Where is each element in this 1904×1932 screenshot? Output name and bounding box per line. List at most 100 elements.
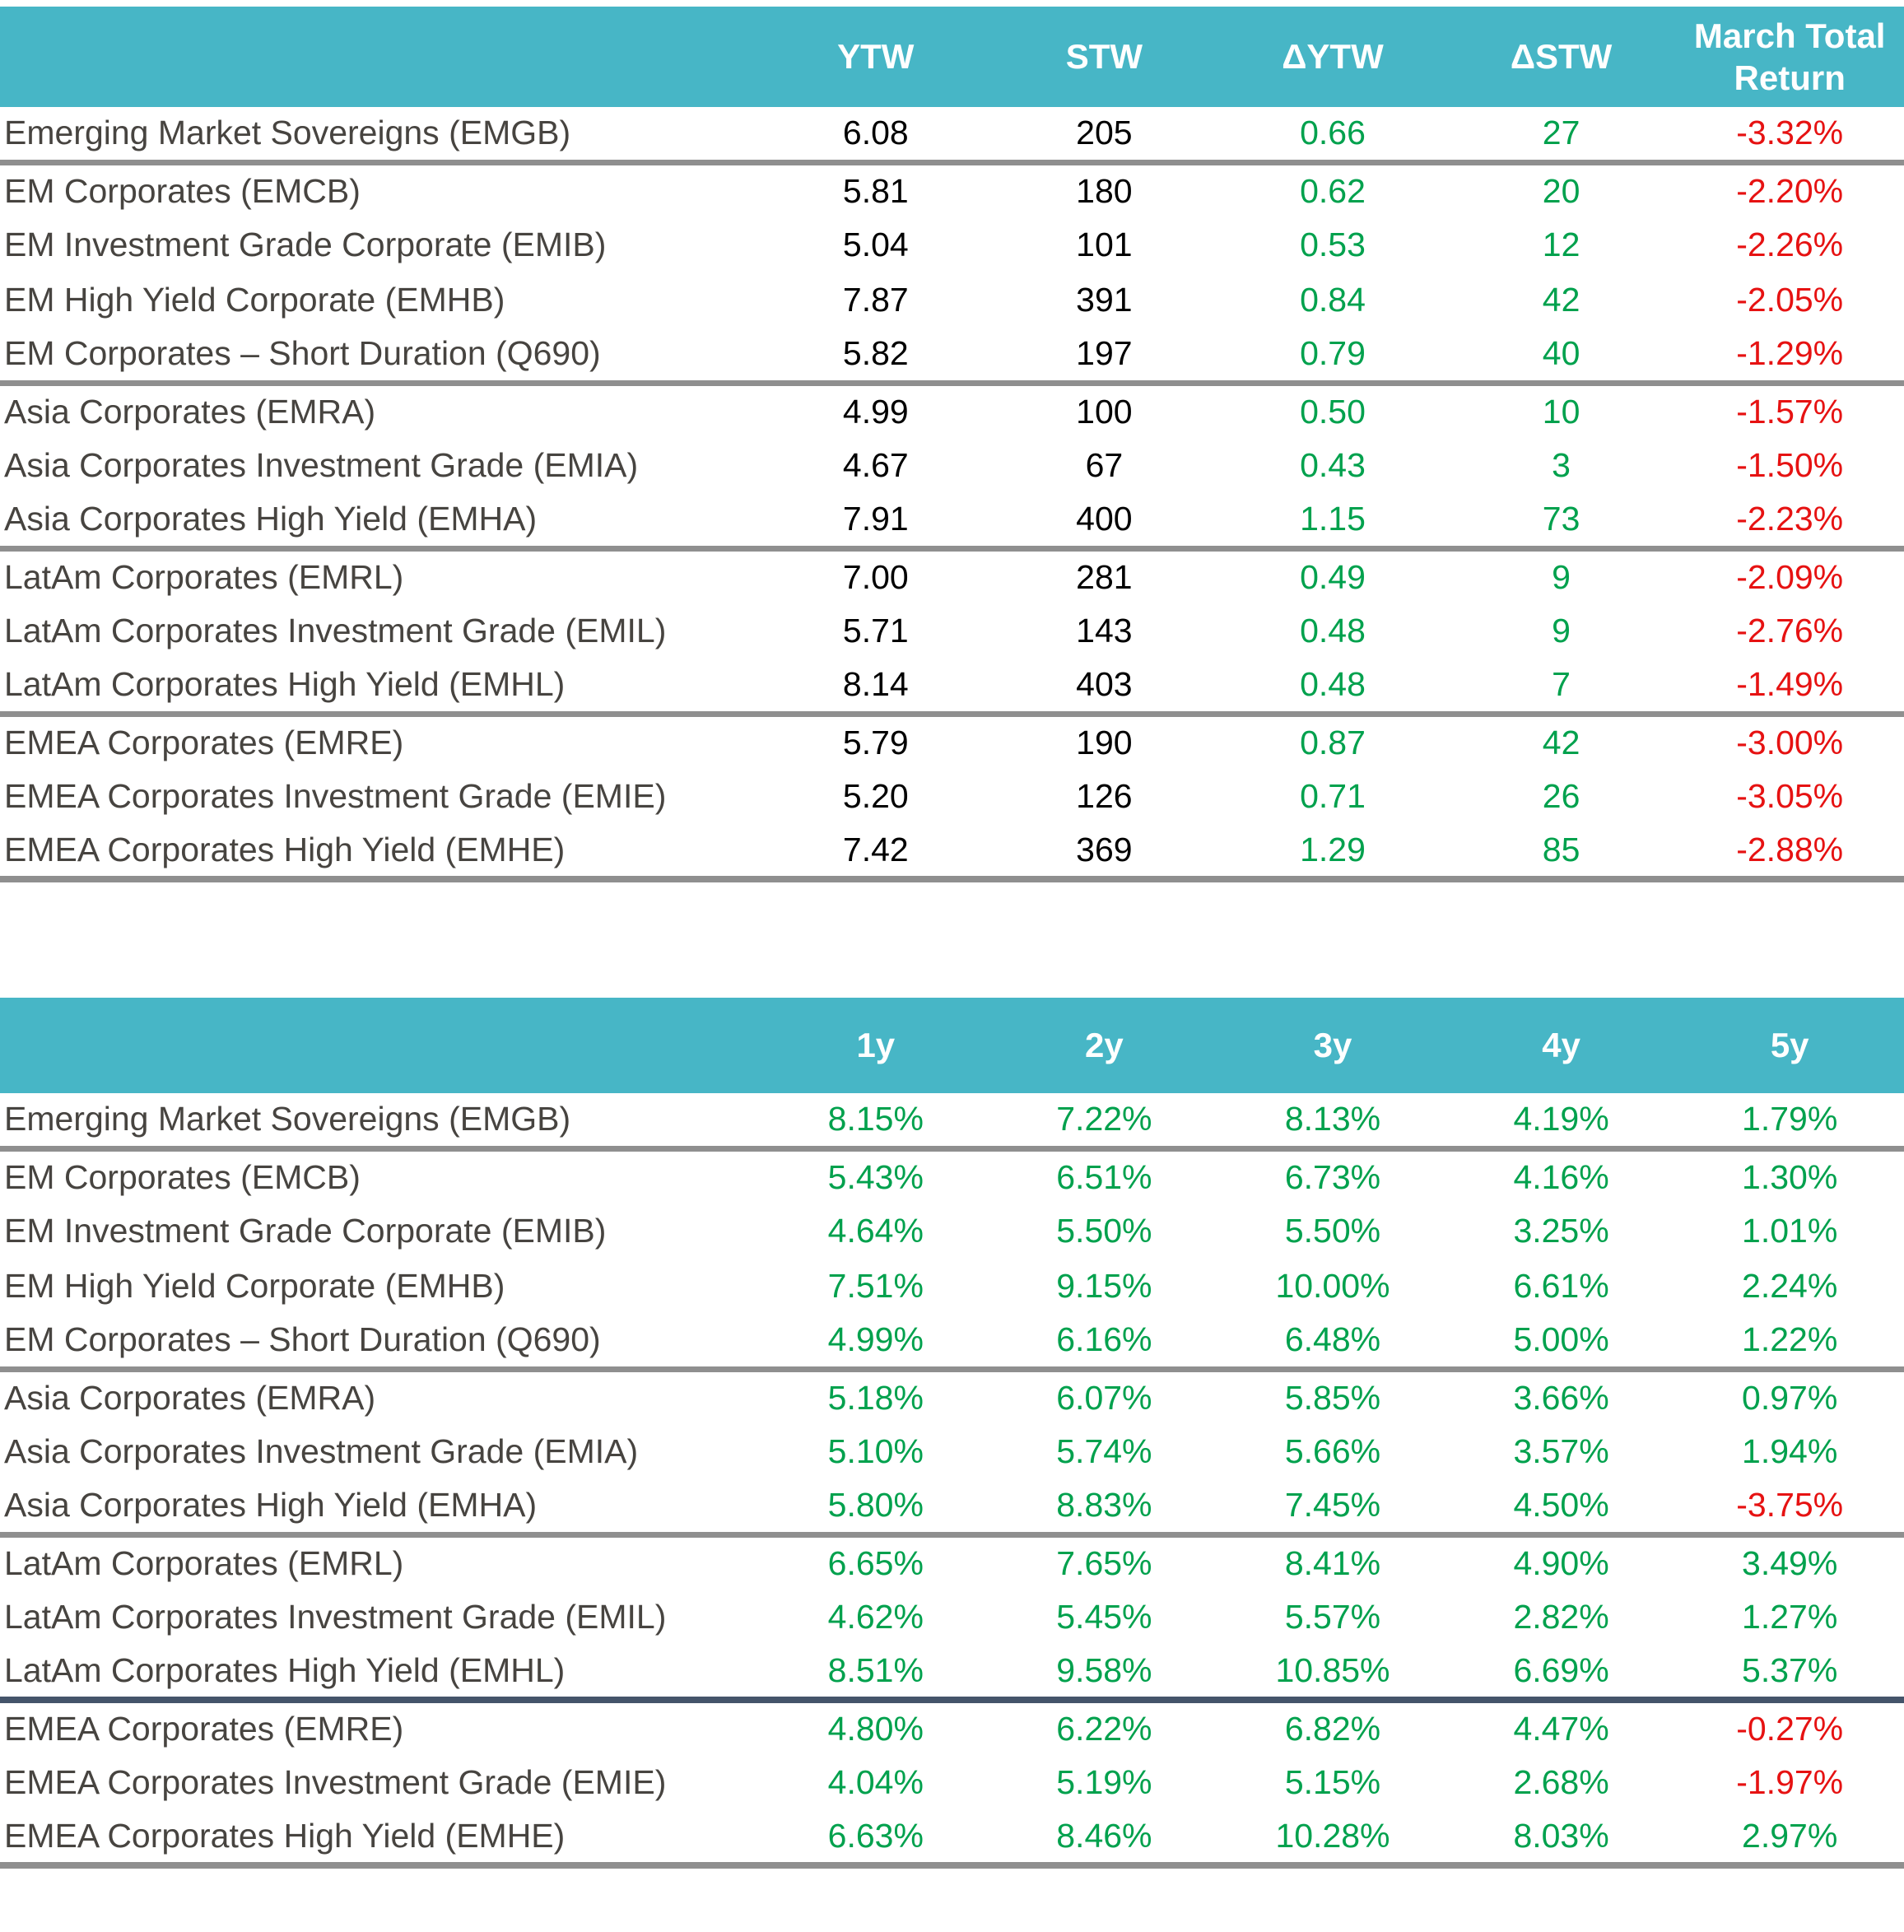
table-row: Asia Corporates High Yield (EMHA) 5.80% 8.…	[0, 1479, 1904, 1538]
value-cell: 0.50	[1300, 392, 1366, 431]
value-cell: -1.50%	[1736, 446, 1844, 484]
value-cell: 6.48%	[1218, 1314, 1447, 1372]
table-row: EMEA Corporates Investment Grade (EMIE) 4…	[0, 1755, 1904, 1810]
column-header: 4y	[1446, 998, 1676, 1093]
value-cell: 6.22%	[1056, 1710, 1152, 1748]
value-cell: 9.58%	[989, 1645, 1219, 1703]
value-cell: 190	[1076, 723, 1133, 761]
value-cell: 5.00%	[1446, 1314, 1676, 1372]
value-cell: 4.90%	[1513, 1543, 1609, 1582]
table-row: LatAm Corporates (EMRL) 6.65% 7.65% 8.41% 4.…	[0, 1534, 1904, 1590]
value-cell: 5.04	[842, 226, 909, 263]
value-cell: 2.68%	[1513, 1763, 1609, 1801]
value-cell: 10.00%	[1275, 1267, 1390, 1305]
value-cell: 5.50%	[1056, 1212, 1152, 1250]
row-label: EM High Yield Corporate (EMHB)	[4, 281, 505, 319]
row-label: EM Investment Grade Corporate (EMIB)	[4, 226, 607, 263]
value-cell: 1.15	[1218, 493, 1447, 552]
value-cell: 4.50%	[1446, 1479, 1676, 1538]
column-header: YTW	[761, 7, 990, 107]
table-row: LatAm Corporates (EMRL) 7.00 281 0.49 9 -2.09…	[0, 548, 1904, 603]
table-row: Asia Corporates Investment Grade (EMIA) 4…	[0, 438, 1904, 493]
value-cell: 391	[1076, 281, 1133, 319]
value-cell: 4.62%	[827, 1598, 924, 1636]
value-cell: 7.22%	[989, 1093, 1219, 1152]
table-row: EM High Yield Corporate (EMHB) 7.87 391 0.8…	[0, 272, 1904, 328]
value-cell: 20	[1542, 171, 1580, 210]
value-cell: 5.19%	[1056, 1763, 1152, 1801]
value-cell: 3.66%	[1513, 1378, 1609, 1417]
value-cell: 12	[1542, 226, 1580, 263]
value-cell: 6.51%	[1056, 1157, 1152, 1196]
row-label: Emerging Market Sovereigns (EMGB)	[0, 107, 761, 165]
row-label: EMEA Corporates (EMRE)	[4, 723, 404, 761]
value-cell: 0.84	[1300, 281, 1366, 319]
value-cell: -2.88%	[1675, 824, 1904, 882]
value-cell: 73	[1446, 493, 1676, 552]
value-cell: 0.49	[1300, 557, 1366, 596]
value-cell: 7	[1446, 659, 1676, 717]
value-cell: 6.65%	[827, 1543, 924, 1582]
value-cell: 5.43%	[827, 1157, 924, 1196]
value-cell: 7.87	[842, 281, 909, 319]
value-cell: 6.07%	[1056, 1378, 1152, 1417]
value-cell: 10.85%	[1218, 1645, 1447, 1703]
table-row: EM Corporates – Short Duration (Q690) 4.9…	[0, 1314, 1904, 1372]
value-cell: 3.49%	[1742, 1543, 1838, 1582]
value-cell: 7.65%	[1056, 1543, 1152, 1582]
column-header: ΔSTW	[1446, 7, 1676, 107]
value-cell: 0.43	[1300, 446, 1366, 484]
value-cell: 5.85%	[1284, 1378, 1381, 1417]
value-cell: -3.75%	[1675, 1479, 1904, 1538]
value-cell: 5.66%	[1284, 1432, 1381, 1470]
value-cell: 26	[1542, 777, 1580, 815]
value-cell: 40	[1446, 328, 1676, 386]
value-cell: 8.46%	[989, 1810, 1219, 1869]
value-cell: 1.01%	[1742, 1212, 1838, 1250]
value-cell: 1.30%	[1742, 1157, 1838, 1196]
row-label: LatAm Corporates Investment Grade (EMIL)	[4, 612, 667, 649]
trailing-annual-returns-table: 1y 2y 3y 4y 5y Emerging Market Sovereigns (E…	[0, 998, 1904, 1869]
value-cell: 3.25%	[1513, 1212, 1609, 1250]
value-cell: 1.22%	[1675, 1314, 1904, 1372]
table-row: EMEA Corporates (EMRE) 4.80% 6.22% 6.82% 4.4…	[0, 1700, 1904, 1755]
header-row: YTW STW ΔYTW ΔSTW March Total Return	[0, 7, 1904, 107]
row-label: EMEA Corporates (EMRE)	[4, 1710, 404, 1748]
value-cell: 6.73%	[1284, 1157, 1381, 1196]
column-header: 2y	[989, 998, 1219, 1093]
value-cell: 0.62	[1300, 171, 1366, 210]
value-cell: 10.28%	[1218, 1810, 1447, 1869]
table-row: EM High Yield Corporate (EMHB) 7.51% 9.15%…	[0, 1259, 1904, 1314]
value-cell: 4.99	[842, 392, 909, 431]
value-cell: 4.99%	[761, 1314, 990, 1372]
table-body: Emerging Market Sovereigns (EMGB) 8.15% 7.…	[0, 1093, 1904, 1869]
value-cell: -1.29%	[1675, 328, 1904, 386]
row-label: EMEA Corporates High Yield (EMHE)	[0, 1810, 761, 1869]
value-cell: -2.26%	[1736, 226, 1844, 263]
table-row: LatAm Corporates Investment Grade (EMIL)…	[0, 603, 1904, 659]
table-row: LatAm Corporates High Yield (EMHL) 8.14 40…	[0, 659, 1904, 717]
value-cell: 5.18%	[827, 1378, 924, 1417]
spreads-and-march-returns-table: YTW STW ΔYTW ΔSTW March Total Return Emergin…	[0, 7, 1904, 882]
value-cell: 5.10%	[827, 1432, 924, 1470]
value-cell: -0.27%	[1736, 1710, 1844, 1748]
value-cell: 6.82%	[1284, 1710, 1381, 1748]
table-row: EMEA Corporates High Yield (EMHE) 7.42 369…	[0, 824, 1904, 882]
value-cell: 5.37%	[1675, 1645, 1904, 1703]
value-cell: 400	[989, 493, 1219, 552]
header-row: 1y 2y 3y 4y 5y	[0, 998, 1904, 1093]
value-cell: 4.16%	[1513, 1157, 1609, 1196]
value-cell: 9.15%	[1056, 1267, 1152, 1305]
row-label: Asia Corporates High Yield (EMHA)	[0, 1479, 761, 1538]
value-cell: 5.80%	[761, 1479, 990, 1538]
row-label: EM High Yield Corporate (EMHB)	[4, 1267, 505, 1305]
value-cell: 0.97%	[1742, 1378, 1838, 1417]
row-label: EM Corporates – Short Duration (Q690)	[0, 1314, 761, 1372]
value-cell: 2.82%	[1513, 1598, 1609, 1636]
table-row: Emerging Market Sovereigns (EMGB) 8.15% 7.…	[0, 1093, 1904, 1152]
table-body: Emerging Market Sovereigns (EMGB) 6.08 205…	[0, 107, 1904, 882]
table-row: EM Corporates (EMCB) 5.81 180 0.62 20 -2.20%	[0, 162, 1904, 217]
value-cell: 100	[1076, 392, 1133, 431]
value-cell: 5.71	[842, 612, 909, 649]
value-cell: -1.97%	[1736, 1763, 1844, 1801]
